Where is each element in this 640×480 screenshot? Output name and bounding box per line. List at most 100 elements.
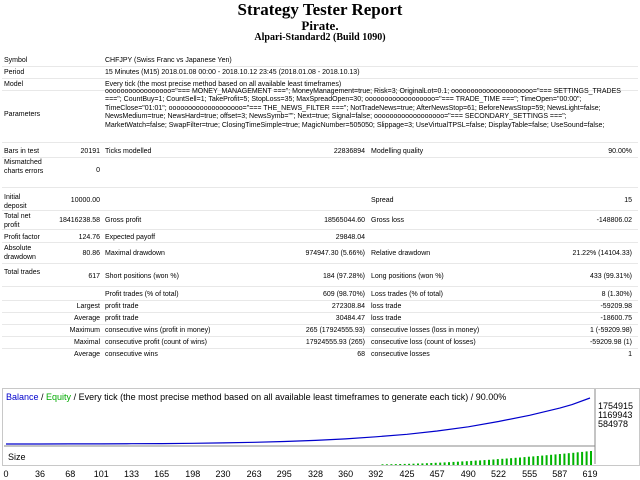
legend-description: / Every tick (the most precise method ba… [71,392,507,402]
x-tick-label: 619 [582,469,597,479]
row-separator [2,78,638,79]
x-tick-label: 457 [430,469,445,479]
quality-value: 90.00% [608,148,632,155]
report-title: Strategy Tester Report [237,0,403,19]
max-consecutive-loss-label: consecutive loss (count of losses) [371,339,476,346]
gross-profit-label: Gross profit [105,217,142,224]
relative-drawdown-label: Relative drawdown [371,250,431,257]
row-separator [2,286,638,287]
x-tick-label: 392 [368,469,383,479]
max-consecutive-wins-label: consecutive wins (profit in money) [105,327,211,334]
bars-value: 20191 [80,148,100,155]
model-label: Model [4,81,24,88]
deposit-value: 10000.00 [70,197,100,204]
expected-payoff-label: Expected payoff [105,234,156,241]
x-tick-label: 133 [124,469,139,479]
size-label: Size [8,452,26,462]
x-tick-label: 328 [308,469,323,479]
symbol-label: Symbol [4,57,28,64]
x-tick-label: 36 [35,469,45,479]
expert-name: Pirate. [301,18,339,33]
net-profit-value: 18416238.58 [59,217,100,224]
long-positions-label: Long positions (won %) [371,273,444,280]
x-tick-label: 198 [185,469,200,479]
symbol-value: CHFJPY (Swiss Franc vs Japanese Yen) [105,57,232,64]
average-profit-value: 30484.47 [335,315,365,322]
short-positions-value: 184 (97.28%) [322,273,365,280]
period-label: Period [4,69,25,76]
avg-consecutive-losses-label: consecutive losses [371,351,430,358]
x-tick-label: 68 [65,469,75,479]
x-tick-label: 360 [338,469,353,479]
largest-label: Largest [76,303,100,310]
x-tick-label: 587 [552,469,567,479]
row-separator [2,157,638,158]
row-separator [2,187,638,188]
maximum-label: Maximum [69,327,100,334]
average-label: Average [74,315,100,322]
mismatch-value: 0 [96,167,100,174]
quality-label: Modelling quality [371,148,424,155]
gross-loss-value: -148806.02 [596,217,632,224]
average-loss-value: -18600.75 [600,315,632,322]
loss-trades-label: Loss trades (% of total) [371,291,443,298]
row-separator [2,324,638,325]
average-profit-label: profit trade [105,315,139,322]
row-separator [2,336,638,337]
x-tick-label: 0 [3,469,8,479]
deposit-label: Initial deposit [4,194,27,210]
row-separator [2,312,638,313]
long-positions-value: 433 (99.31%) [589,273,632,280]
max-consecutive-profit-value: 17924555.93 (265) [305,339,365,346]
chart-legend: Balance / Equity / Every tick (the most … [6,392,506,402]
row-separator [2,300,638,301]
row-separator [2,210,638,211]
parameters-value: ooooooooooooooooo="=== MONEY_MANAGEMENT … [105,88,621,129]
spread-label: Spread [371,197,394,204]
largest-profit-value: 272308.84 [331,303,365,310]
profit-factor-value: 124.76 [78,234,100,241]
ticks-value: 22836894 [333,148,365,155]
maximal-drawdown-value: 974947.30 (5.66%) [305,250,365,257]
row-separator [2,263,638,264]
row-separator [2,90,638,91]
server-build: Alpari-Standard2 (Build 1090) [254,32,386,43]
loss-trades-value: 8 (1.30%) [601,291,632,298]
gross-profit-value: 18565044.60 [324,217,365,224]
largest-loss-value: -59209.98 [600,303,632,310]
ticks-label: Ticks modelled [105,148,152,155]
legend-balance: Balance [6,392,39,402]
bars-label: Bars in test [4,148,40,155]
model-value: Every tick (the most precise method base… [105,81,342,88]
legend-equity: Equity [46,392,72,402]
mismatch-label: Mismatched charts errors [4,159,44,175]
relative-drawdown-value: 21.22% (14104.33) [572,250,632,257]
x-tick-label: 165 [154,469,169,479]
x-tick-label: 295 [277,469,292,479]
max-consecutive-loss-value: -59209.98 (1) [589,339,632,346]
x-tick-label: 101 [94,469,109,479]
avg-consecutive-wins-value: 68 [357,351,365,358]
row-separator [2,242,638,243]
profit-trades-label: Profit trades (% of total) [105,291,179,298]
average-loss-label: loss trade [371,315,402,322]
x-tick-label: 425 [399,469,414,479]
total-trades-label: Total trades [4,269,41,276]
absolute-drawdown-value: 80.86 [82,250,100,257]
x-tick-label: 490 [461,469,476,479]
net-profit-label: Total net profit [4,213,31,229]
row-separator [2,229,638,230]
legend-separator: / [38,392,47,402]
avg-consecutive-wins-label: consecutive wins [105,351,158,358]
parameters-label: Parameters [4,111,41,118]
row-separator [2,66,638,67]
x-tick-label: 263 [247,469,262,479]
profit-factor-label: Profit factor [4,234,40,241]
largest-profit-label: profit trade [105,303,139,310]
avg-consecutive-losses-value: 1 [628,351,632,358]
maximal-drawdown-label: Maximal drawdown [105,250,165,257]
total-trades-value: 617 [88,273,100,280]
short-positions-label: Short positions (won %) [105,273,179,280]
period-value: 15 Minutes (M15) 2018.01.08 00:00 - 2018… [105,69,360,76]
x-tick-label: 522 [491,469,506,479]
